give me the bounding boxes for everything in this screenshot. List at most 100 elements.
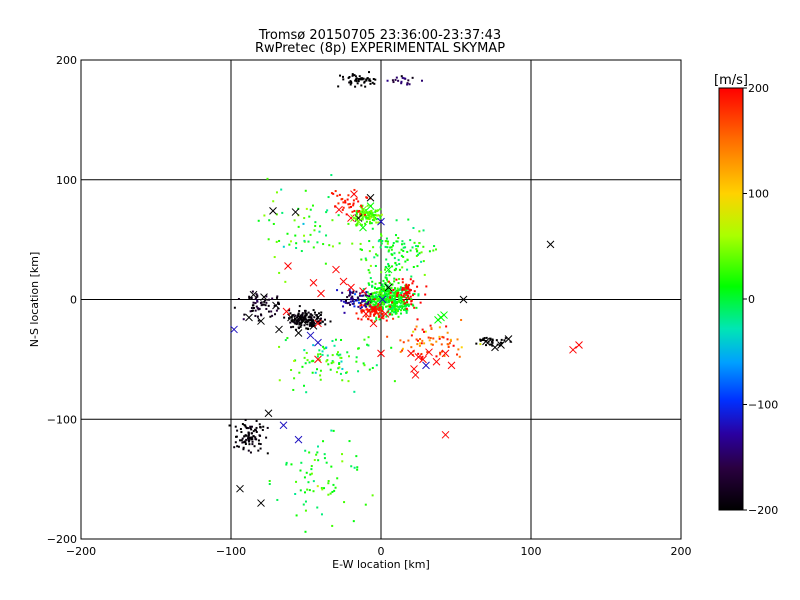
data-point — [371, 300, 374, 303]
data-point — [360, 318, 363, 321]
data-point — [405, 299, 408, 302]
data-point — [320, 311, 323, 314]
data-point — [255, 293, 258, 296]
data-point — [293, 317, 296, 320]
data-point — [338, 193, 341, 196]
data-point — [256, 295, 259, 298]
data-point — [402, 249, 405, 252]
data-point — [354, 79, 357, 82]
data-point — [351, 291, 354, 294]
data-point — [399, 297, 402, 300]
data-point — [378, 298, 381, 301]
data-point — [254, 438, 257, 441]
data-point — [330, 192, 333, 195]
cross-stroke — [359, 287, 367, 295]
data-point — [460, 318, 463, 321]
data-point — [303, 349, 306, 352]
data-point — [400, 312, 403, 315]
data-point — [350, 205, 353, 208]
data-point — [364, 222, 367, 225]
data-point — [382, 317, 385, 320]
data-point — [376, 304, 379, 307]
data-point — [263, 214, 266, 217]
data-point — [489, 337, 492, 340]
cross-stroke — [425, 348, 433, 357]
data-point — [435, 340, 438, 343]
cross-marker — [314, 355, 322, 364]
cross-stroke — [347, 283, 355, 292]
data-point — [392, 294, 395, 297]
data-point — [348, 206, 351, 209]
data-point — [397, 310, 400, 313]
data-point — [355, 217, 358, 220]
data-point — [489, 343, 492, 346]
cross-marker — [384, 283, 393, 292]
data-point — [341, 208, 344, 211]
data-point — [305, 391, 308, 394]
data-point — [390, 306, 393, 309]
data-point — [298, 321, 301, 324]
data-point — [277, 303, 280, 306]
data-point — [364, 257, 367, 260]
data-point — [245, 438, 248, 441]
data-point — [421, 339, 424, 342]
data-point — [288, 309, 291, 312]
data-point — [308, 361, 311, 364]
data-point — [422, 245, 425, 248]
data-point — [389, 311, 392, 314]
data-point — [387, 280, 390, 283]
data-point — [388, 274, 391, 277]
cross-stroke — [384, 265, 393, 274]
data-point — [386, 240, 389, 243]
data-point — [369, 216, 372, 219]
data-point — [324, 262, 327, 265]
data-point — [300, 314, 303, 317]
data-point — [397, 282, 400, 285]
data-point — [301, 316, 304, 319]
colorbar-tick-label: 200 — [748, 82, 769, 95]
data-point — [313, 316, 316, 319]
data-point — [314, 221, 317, 224]
data-point — [375, 311, 378, 314]
data-point — [369, 315, 372, 318]
data-point — [254, 297, 257, 300]
data-point — [298, 323, 301, 326]
data-point — [350, 296, 353, 299]
data-point — [257, 439, 260, 442]
data-point — [310, 319, 313, 322]
data-point — [374, 311, 377, 314]
data-point — [392, 288, 395, 291]
data-point — [408, 292, 411, 295]
data-point — [306, 319, 309, 322]
data-point — [341, 291, 344, 294]
data-point — [347, 222, 350, 225]
data-point — [372, 214, 375, 217]
data-point — [254, 302, 257, 305]
data-point — [263, 300, 266, 303]
data-point — [366, 291, 369, 294]
data-point — [301, 318, 304, 321]
data-point — [416, 285, 419, 288]
data-point — [325, 234, 328, 237]
data-point — [337, 85, 340, 88]
data-point — [262, 425, 265, 428]
data-point — [336, 194, 339, 197]
cross-stroke — [504, 335, 513, 343]
data-point — [255, 431, 258, 434]
data-point — [301, 312, 304, 315]
colorbar-tick-label: −100 — [748, 399, 778, 412]
data-point — [411, 76, 414, 79]
data-point — [407, 303, 410, 306]
data-point — [402, 288, 405, 291]
cross-marker — [410, 365, 418, 373]
data-point — [397, 79, 400, 82]
data-point — [299, 314, 302, 317]
cross-stroke — [410, 365, 418, 373]
data-point — [483, 337, 486, 340]
data-point — [401, 266, 404, 269]
data-point — [375, 287, 378, 290]
data-point — [397, 306, 400, 309]
data-point — [405, 305, 408, 308]
data-point — [312, 480, 315, 483]
data-point — [396, 240, 399, 243]
